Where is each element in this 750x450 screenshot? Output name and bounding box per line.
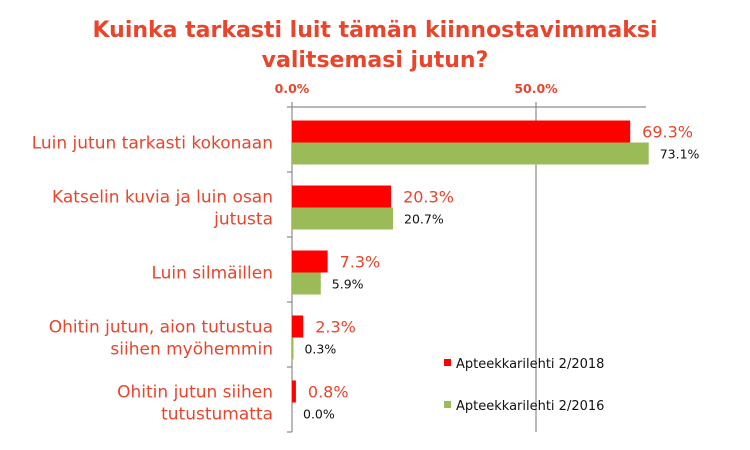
chart-title-line-1: Kuinka tarkasti luit tämän kiinnostavimm… <box>93 18 658 43</box>
x-tick-label: 0.0% <box>275 81 310 96</box>
data-label: 20.7% <box>404 212 444 227</box>
data-label: 69.3% <box>642 123 693 142</box>
data-label: 73.1% <box>660 147 700 162</box>
category-label: Katselin kuvia ja luin osan <box>52 188 273 208</box>
data-label: 5.9% <box>332 277 364 292</box>
x-tick-label: 50.0% <box>514 81 558 96</box>
category-label: Luin jutun tarkasti kokonaan <box>32 134 273 154</box>
bar <box>292 337 294 360</box>
category-label: Ohitin jutun siihen <box>117 383 273 403</box>
bar <box>292 120 631 143</box>
category-label: siihen myöhemmin <box>110 340 273 360</box>
plot-area: 0.0% 50.0% Luin jutun tarkasti kokonaan 69.… <box>32 81 700 433</box>
category-label: Luin silmäillen <box>151 264 273 284</box>
bar <box>292 207 394 230</box>
data-label: 7.3% <box>340 253 381 272</box>
category-label: tutustumatta <box>161 405 273 425</box>
legend-label: Apteekkarilehti 2/2016 <box>456 399 604 414</box>
bar <box>292 315 304 338</box>
legend-swatch <box>444 359 451 366</box>
category-label: Ohitin jutun, aion tutustua <box>49 318 273 338</box>
legend-label: Apteekkarilehti 2/2018 <box>456 357 604 372</box>
chart-title-line-2: valitsemasi jutun? <box>262 48 489 73</box>
bar <box>292 380 296 403</box>
data-label: 20.3% <box>403 188 454 207</box>
data-label: 0.3% <box>304 342 336 357</box>
legend-swatch <box>444 401 451 408</box>
bar <box>292 250 328 273</box>
bar <box>292 185 392 208</box>
bar <box>292 272 321 295</box>
data-label: 0.0% <box>303 407 335 422</box>
data-label: 0.8% <box>308 383 349 402</box>
data-label: 2.3% <box>315 318 356 337</box>
bar <box>292 142 649 165</box>
category-label: jutusta <box>213 210 273 230</box>
